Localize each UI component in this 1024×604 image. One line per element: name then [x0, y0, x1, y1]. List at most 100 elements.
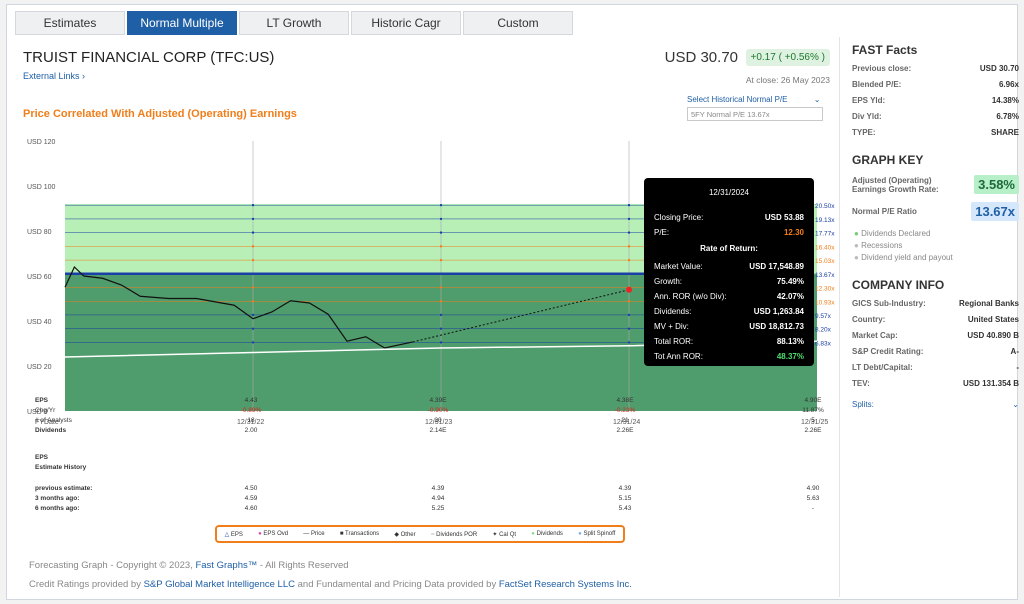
fast-graphs-link[interactable]: Fast Graphs™: [195, 560, 258, 571]
eps-2022: 4.43: [244, 397, 258, 404]
info-key: Market Cap:: [852, 331, 898, 340]
historical-pe-input[interactable]: 5FY Normal P/E 13.67x: [687, 107, 823, 121]
price-line: [64, 265, 413, 349]
pe-label: 12.30x: [815, 286, 835, 293]
historical-pe-select-label[interactable]: Select Historical Normal P/E: [687, 95, 788, 104]
pe-label: 9.57x: [815, 313, 832, 320]
fact-key: Previous close:: [852, 64, 912, 73]
previous-estimate-label: previous estimate:: [35, 485, 93, 492]
pe-dot: [439, 286, 443, 289]
app-frame: Estimates Normal Multiple LT Growth Hist…: [6, 4, 1019, 600]
company-info-list: GICS Sub-Industry: Regional Banks Country:…: [852, 299, 1019, 388]
y-tick-label: USD 60: [27, 274, 52, 281]
pe-dot: [439, 258, 443, 262]
sp-global-link[interactable]: S&P Global Market Intelligence LLC: [143, 579, 295, 590]
pe-label: 19.13x: [815, 217, 835, 224]
pe-lines: 20.50x 19.13x 17.77x 16.40x 15.03x 13.67x 12.3…: [65, 203, 835, 347]
info-value: USD 131.354 B: [962, 379, 1019, 388]
pe-label: 15.03x: [815, 258, 835, 265]
tooltip-ror-title: Rate of Return:: [700, 244, 758, 253]
fact-value: 6.96x: [998, 80, 1019, 89]
div-2024: 2.26E: [616, 427, 634, 434]
6m-2023: 5.25: [431, 505, 445, 512]
3-months-ago-label: 3 months ago:: [35, 495, 80, 502]
div-2022: 2.00: [244, 427, 258, 434]
key-dividend-yield: ● Dividend yield and payout: [854, 253, 953, 262]
external-links[interactable]: External Links ›: [23, 71, 85, 81]
info-row: GICS Sub-Industry: Regional Banks: [852, 299, 1019, 308]
tab-historic-cagr[interactable]: Historic Cagr: [351, 11, 461, 35]
fact-row: Blended P/E: 6.96x: [852, 80, 1019, 89]
fact-value: 6.78%: [996, 112, 1019, 121]
factset-link[interactable]: FactSet Research Systems Inc.: [498, 579, 632, 590]
legend-price[interactable]: — Price: [303, 531, 325, 537]
eps-2024: 4.38E: [616, 397, 634, 404]
prev-2022: 4.50: [244, 485, 258, 492]
analysts-2022: 18: [247, 417, 255, 424]
pe-dot: [251, 341, 255, 344]
normal-pe-value: 13.67x: [971, 202, 1019, 221]
tooltip-mv-div-label: MV + Div:: [654, 322, 689, 331]
legend-cal-qt[interactable]: ✦ Cal Qt: [492, 531, 517, 538]
info-row: S&P Credit Rating: A-: [852, 347, 1019, 356]
fact-value: 14.38%: [991, 96, 1019, 105]
legend-eps-ovd[interactable]: ● EPS Ovd: [258, 531, 289, 537]
tooltip-dividends-label: Dividends:: [654, 307, 692, 316]
pe-dot: [251, 203, 255, 207]
legend-transactions[interactable]: ■ Transactions: [339, 531, 380, 537]
legend-eps[interactable]: △ EPS: [224, 531, 243, 538]
legend-split-spinoff[interactable]: ● Split Spinoff: [578, 531, 616, 537]
3m-2023: 4.94: [431, 495, 445, 502]
x-gridlines: [252, 141, 630, 411]
legend-other[interactable]: ◆ Other: [394, 531, 416, 538]
rate-of-return-tooltip: 12/31/2024 Closing Price: USD 53.88 P/E: 1…: [644, 178, 814, 366]
pe-dot: [251, 327, 255, 330]
6m-2025: -: [811, 505, 815, 512]
fact-key: Blended P/E:: [852, 80, 902, 89]
info-row: Country: United States: [852, 315, 1019, 324]
div-2025: 2.26E: [804, 427, 822, 434]
info-value: A-: [1010, 347, 1019, 356]
historical-pe-select[interactable]: Select Historical Normal P/E ⌄: [687, 95, 820, 104]
info-value: USD 40.890 B: [967, 331, 1019, 340]
pe-label: 16.40x: [815, 244, 835, 251]
pe-label: 17.77x: [815, 231, 835, 238]
info-key: S&P Credit Rating:: [852, 347, 924, 356]
tab-normal-multiple[interactable]: Normal Multiple: [127, 11, 237, 35]
pe-dot: [627, 231, 631, 234]
tooltip-total-ror: 88.13%: [776, 337, 804, 346]
y-tick-label: USD 120: [27, 139, 56, 146]
estimate-history-label: Estimate History: [35, 464, 87, 471]
fact-row: Div Yld: 6.78%: [852, 112, 1019, 121]
tooltip-closing-price: USD 53.88: [764, 213, 804, 222]
pe-dot: [627, 203, 631, 207]
external-links-label[interactable]: External Links: [23, 71, 80, 81]
pe-label: 10.93x: [815, 299, 835, 306]
stock-price: USD 30.70: [664, 49, 738, 66]
tooltip-total-ror-label: Total ROR:: [654, 337, 694, 346]
y-tick-label: USD 100: [27, 184, 56, 191]
pe-dot: [251, 286, 255, 289]
pe-dot: [627, 313, 631, 317]
pe-dot: [627, 341, 631, 344]
chevron-down-icon[interactable]: ⌄: [1012, 400, 1019, 409]
splits-link[interactable]: Splits:: [852, 400, 874, 409]
info-row: LT Debt/Capital: -: [852, 363, 1019, 372]
tooltip-market-value-label: Market Value:: [654, 262, 703, 271]
3m-2022: 4.59: [244, 495, 258, 502]
legend-dividends[interactable]: ● Dividends: [531, 531, 563, 537]
tab-estimates[interactable]: Estimates: [15, 11, 125, 35]
chevron-right-icon: ›: [82, 71, 86, 81]
y-tick-label: USD 0: [27, 409, 48, 416]
chart-subtitle: Price Correlated With Adjusted (Operatin…: [23, 108, 297, 120]
pe-dot: [439, 245, 443, 248]
eps-2023: 4.39E: [429, 397, 447, 404]
tab-lt-growth[interactable]: LT Growth: [239, 11, 349, 35]
analysts-2024: 21: [621, 417, 629, 424]
tab-custom[interactable]: Custom: [463, 11, 573, 35]
tooltip-date: 12/31/2024: [708, 188, 750, 197]
projection-point[interactable]: [626, 286, 632, 293]
tooltip-pe-label: P/E:: [654, 228, 670, 237]
tooltip-tot-ann-label: Tot Ann ROR:: [654, 352, 703, 361]
legend-dividends-por[interactable]: ┈ Dividends POR: [430, 531, 478, 538]
